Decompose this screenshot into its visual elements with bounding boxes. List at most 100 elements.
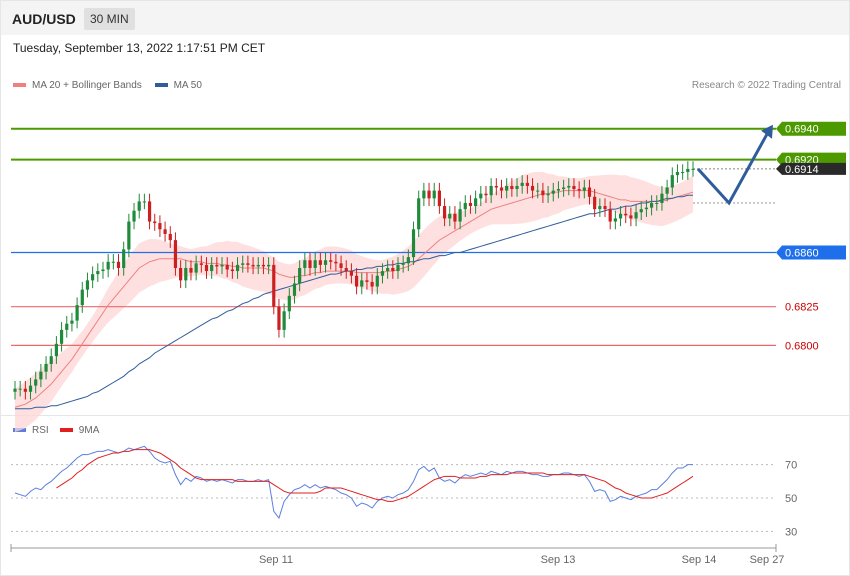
candle-body (13, 388, 17, 392)
candle-body (572, 185, 576, 190)
candle-body (417, 198, 421, 230)
candle-body (520, 182, 524, 186)
candle-body (204, 264, 209, 272)
ma9-swatch (59, 428, 73, 433)
candle-body (225, 264, 229, 270)
candle-body (70, 320, 74, 324)
candle (479, 185, 483, 207)
candle-body (577, 189, 581, 191)
candle-body (541, 190, 545, 196)
candle (427, 182, 431, 207)
copyright: Research © 2022 Trading Central (691, 80, 841, 91)
legend-9ma: 9MA (59, 425, 99, 436)
candle-body (235, 264, 240, 272)
candle-body (375, 275, 379, 287)
price-tag-support: 0.6825 (785, 302, 819, 314)
symbol-title: AUD/USD (12, 11, 76, 27)
forecast-arrowhead (761, 124, 773, 139)
candle-body (142, 201, 146, 203)
x-tick-label: Sep 27 (750, 554, 785, 566)
candle (582, 179, 586, 199)
panel-divider (1, 415, 849, 416)
candle-body (106, 261, 110, 270)
candle (189, 260, 193, 281)
candle (116, 254, 121, 276)
rsi-level-label: 70 (785, 460, 797, 472)
legend-ma50-label: MA 50 (173, 80, 202, 91)
tag-shape (776, 162, 846, 175)
candle-body (101, 269, 105, 272)
candle-body (80, 289, 84, 306)
candle (618, 206, 623, 227)
candle (267, 257, 271, 275)
candle (111, 254, 115, 270)
candle-body (562, 187, 566, 190)
candle (256, 257, 260, 275)
candle-body (665, 187, 669, 194)
candle-body (448, 213, 452, 219)
candle (541, 182, 545, 203)
tag-label: 0.6800 (785, 340, 819, 352)
tag-label: 0.6914 (785, 164, 819, 176)
candle (137, 193, 141, 219)
candle (194, 255, 198, 281)
candle (91, 266, 95, 289)
candle (18, 380, 22, 397)
candle (546, 185, 550, 203)
candle (442, 198, 447, 227)
candle (567, 178, 571, 196)
candle (411, 221, 416, 265)
candle (153, 213, 157, 231)
candle-body (536, 190, 540, 192)
candle-body (18, 388, 22, 390)
candle-body (163, 229, 167, 234)
candle-body (96, 271, 100, 275)
bollinger-band (15, 171, 693, 433)
candle-body (437, 190, 441, 207)
candle-body (479, 193, 483, 199)
candle-body (329, 260, 333, 262)
candle (489, 178, 493, 203)
candle (530, 178, 535, 199)
candle-body (287, 295, 291, 312)
x-tick-label: Sep 14 (682, 554, 717, 566)
candle (65, 315, 69, 338)
legend-ma20-label: MA 20 + Bollinger Bands (32, 80, 142, 91)
candle-body (127, 221, 131, 250)
candle (215, 257, 219, 275)
candle (474, 190, 478, 214)
candle (551, 182, 555, 202)
candle (23, 380, 27, 400)
candle (499, 179, 504, 199)
candle (649, 195, 654, 216)
candle-body (691, 168, 695, 170)
candle-body (184, 267, 188, 281)
candle-body (158, 223, 162, 230)
x-tick-label: Sep 11 (259, 554, 293, 566)
timeframe-badge[interactable]: 30 MIN (84, 8, 135, 30)
candle (556, 181, 561, 199)
candle-body (292, 283, 297, 296)
candle-body (65, 323, 69, 330)
candle-body (484, 193, 488, 196)
candle (204, 257, 209, 279)
candle (370, 274, 374, 295)
legend-ma20: MA 20 + Bollinger Bands (13, 80, 142, 91)
candle (85, 272, 90, 298)
candle (634, 204, 638, 227)
candle-body (334, 261, 338, 264)
candle (562, 179, 566, 197)
candle-body (401, 263, 405, 265)
candle (354, 267, 359, 295)
candle-body (44, 363, 48, 372)
chart-header: AUD/USD 30 MIN (1, 1, 849, 35)
candle-body (251, 264, 255, 267)
candle-body (453, 213, 457, 222)
candle-body (267, 264, 271, 267)
candle-body (132, 210, 136, 222)
candle (639, 201, 643, 220)
candle-body (137, 201, 141, 211)
candle (303, 252, 307, 276)
candle (251, 257, 255, 275)
candle-body (499, 187, 504, 191)
